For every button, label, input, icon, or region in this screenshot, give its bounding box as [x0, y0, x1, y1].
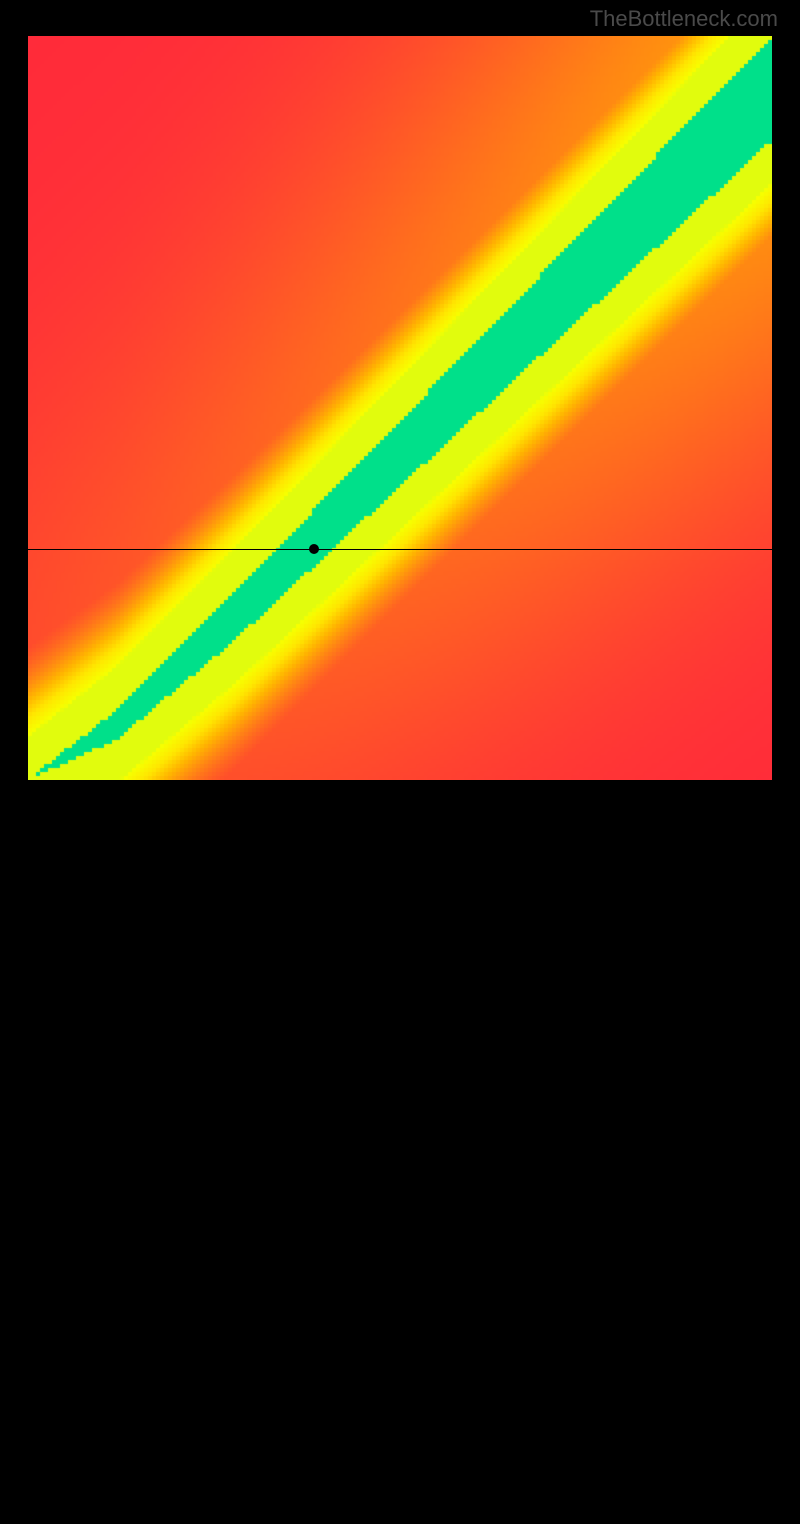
watermark-text: TheBottleneck.com	[590, 6, 778, 32]
data-point-marker	[309, 544, 319, 554]
heatmap-canvas	[28, 36, 772, 780]
crosshair-horizontal	[28, 549, 772, 550]
crosshair-vertical	[314, 780, 315, 1524]
heatmap-plot	[28, 36, 772, 780]
